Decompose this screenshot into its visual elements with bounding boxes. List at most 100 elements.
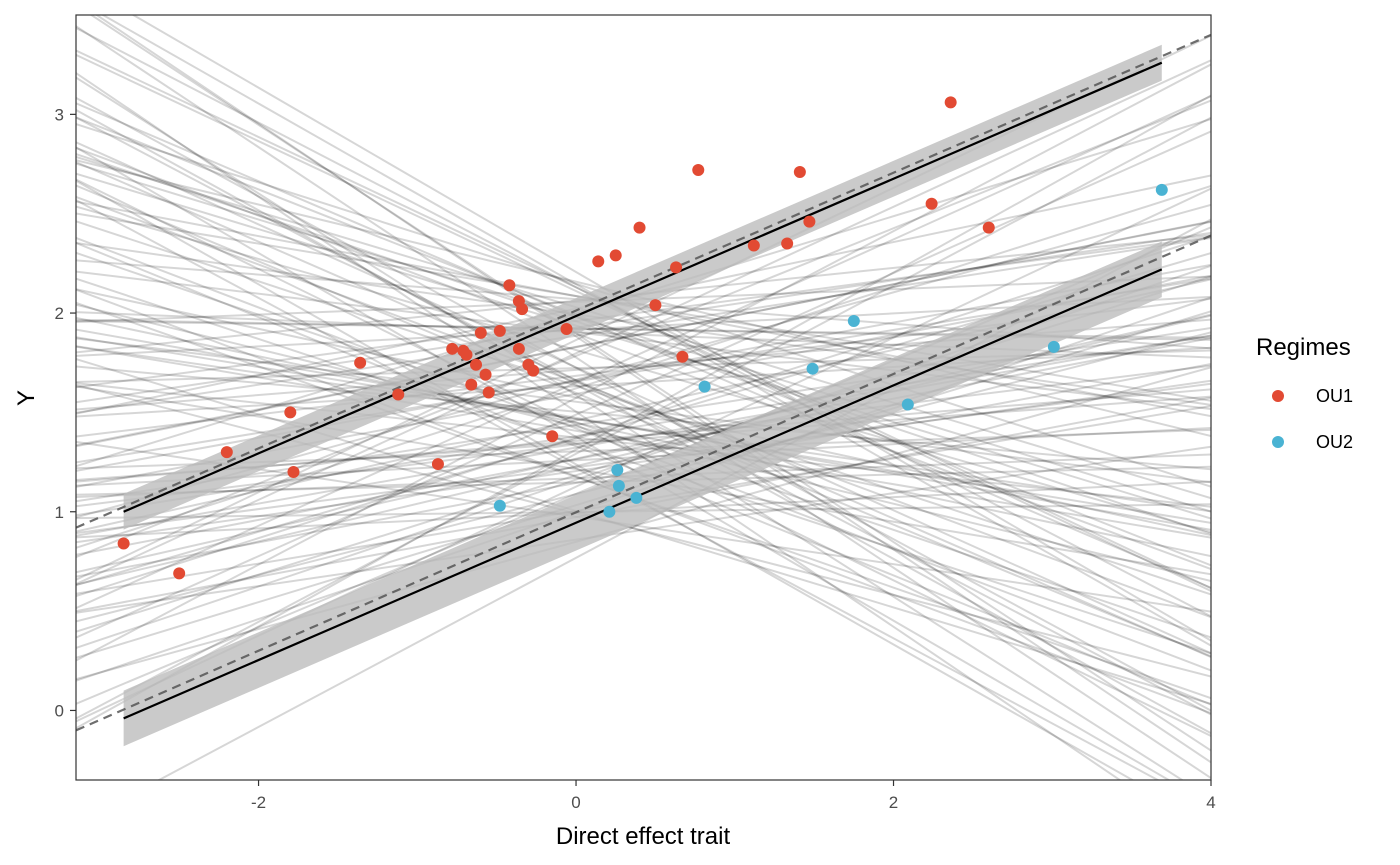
y-axis-title: Y [13,390,40,406]
sample-line [76,162,1211,513]
data-point-ou1 [944,96,957,109]
sample-line [76,97,1211,712]
sample-line [76,220,1211,596]
data-point-ou1 [503,279,516,292]
legend-key-ou2 [1272,436,1284,448]
data-point-ou2 [611,464,624,477]
legend-item-ou2: OU2 [1272,432,1353,452]
legend-label-ou1: OU1 [1316,386,1353,406]
sample-line [76,314,1211,586]
sample-line [76,205,1211,534]
sample-line [76,220,1211,448]
sample-line [76,303,1211,582]
sample-line [76,382,1211,535]
data-point-ou1 [793,165,806,178]
sample-line [76,237,1211,414]
sample-line [76,241,1211,406]
sample-line [94,15,1211,764]
sample-line [76,141,1211,655]
sample-line [76,161,1211,659]
sample-line [131,15,1211,642]
legend: Regimes OU1 OU2 [1256,334,1353,452]
sample-line [76,178,1211,737]
fit-line-ou2 [123,268,1163,720]
fit-lines [123,61,1163,720]
sample-line [76,27,1211,618]
sample-line [76,49,1211,590]
data-point-ou1 [392,388,405,401]
sample-line [76,365,1211,471]
data-point-ou1 [470,358,483,371]
sample-line [76,185,1211,549]
data-point-ou2 [847,315,860,327]
x-axis: -2 0 2 4 [251,780,1216,812]
data-point-ou1 [633,221,646,234]
data-point-ou2 [630,491,643,504]
data-point-ou2 [1047,340,1060,353]
sample-line [76,99,1211,558]
data-point-ou1 [803,215,816,228]
data-point-ou1 [431,458,444,471]
data-point-ou1 [446,342,459,355]
data-point-ou1 [516,303,529,316]
data-point-ou1 [512,342,525,355]
data-point-ou1 [117,537,130,550]
y-tick-label: 2 [55,304,64,323]
data-points [117,96,1168,580]
data-point-ou2 [806,362,819,375]
sample-line [76,346,1211,418]
sample-line [76,76,1184,780]
data-point-ou1 [173,567,186,580]
sample-line [76,196,1211,619]
data-point-ou1 [354,356,367,369]
sample-line [76,364,1211,508]
sample-line [76,366,1211,681]
sample-line [76,123,1211,488]
x-tick-label: 0 [571,793,580,812]
data-point-ou1 [465,378,478,391]
sample-line [76,379,1211,544]
sample-line [76,212,1211,402]
data-point-ou1 [670,261,683,274]
legend-title: Regimes [1256,334,1351,361]
sample-line [76,288,1211,537]
data-point-ou2 [1155,183,1168,196]
sample-line [76,345,1211,513]
sample-line [76,358,1211,705]
data-point-ou1 [287,466,300,479]
sample-line [76,130,1211,639]
sample-line [76,382,1211,508]
data-point-ou1 [609,249,622,262]
y-tick-label: 3 [55,105,64,124]
data-point-ou1 [649,299,662,312]
data-point-ou1 [474,326,487,339]
sample-line [76,155,1211,500]
sample-line [76,427,1211,487]
sample-line [100,15,1211,647]
sample-line [89,15,1211,752]
data-point-ou1 [560,322,573,335]
plot-border [75,14,1212,781]
sample-line [76,316,1211,558]
x-tick-label: -2 [251,793,266,812]
sample-line [76,116,1211,567]
sample-line [76,334,1211,537]
sample-line [76,336,1211,524]
data-point-ou1 [925,197,938,210]
sample-line [76,25,1211,779]
data-point-ou1 [692,163,705,176]
fit-line-ou1 [123,61,1163,513]
data-point-ou2 [603,505,616,518]
data-point-ou1 [747,239,760,252]
sample-line [76,146,1211,571]
data-point-ou2 [698,380,711,393]
data-point-ou2 [493,499,506,512]
x-tick-label: 2 [889,793,898,812]
sample-line [76,236,1211,389]
data-point-ou1 [982,221,995,234]
y-tick-label: 1 [55,503,64,522]
sample-line [76,337,1211,484]
legend-key-ou1 [1272,390,1284,402]
reference-lines [76,33,1211,732]
